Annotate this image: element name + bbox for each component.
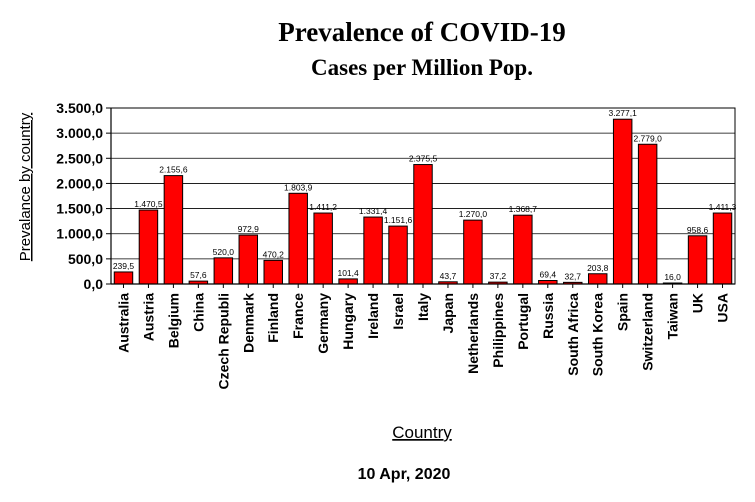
x-tick-label: USA xyxy=(715,293,731,323)
bar-value-label: 43,7 xyxy=(440,271,457,281)
bar-value-label: 57,6 xyxy=(190,270,207,280)
bar xyxy=(213,257,234,285)
x-tick-label: South Korea xyxy=(590,293,606,376)
x-tick-label: Hungary xyxy=(340,293,356,350)
x-tick-label: Ireland xyxy=(365,293,381,339)
bar-value-label: 1.470,5 xyxy=(134,199,163,209)
x-tick-label: Austria xyxy=(140,293,156,341)
bar xyxy=(288,192,308,285)
x-tick-label: Portugal xyxy=(515,293,531,350)
bar xyxy=(612,118,633,285)
x-tick-label: Italy xyxy=(415,293,431,321)
bar-value-label: 2.779,0 xyxy=(633,133,662,143)
chart-title: Prevalence of COVID-19 xyxy=(278,17,565,47)
bar-value-label: 972,9 xyxy=(238,224,260,234)
y-axis-ticks: 0,0 500,0 1.000,0 1.500,0 2.000,0 2.500,0 3.00… xyxy=(56,100,111,292)
x-tick-label: Finland xyxy=(265,293,281,343)
bar xyxy=(388,225,408,285)
x-tick-label: Philippines xyxy=(490,293,506,368)
bar xyxy=(363,216,383,285)
x-tick-label: Japan xyxy=(440,293,456,333)
bar-value-label: 101,4 xyxy=(337,268,359,278)
bar xyxy=(113,271,134,285)
bar xyxy=(263,259,283,285)
bar-value-label: 958,6 xyxy=(687,225,709,235)
bar xyxy=(463,219,483,285)
bar xyxy=(313,212,333,285)
y-tick-label: 1.000,0 xyxy=(56,226,103,242)
bar-value-label: 203,8 xyxy=(587,263,609,273)
bar-value-label: 32,7 xyxy=(564,271,581,281)
bar xyxy=(712,212,733,285)
bar-value-label: 2.155,6 xyxy=(159,165,188,175)
bar-value-label: 1.331,4 xyxy=(359,206,388,216)
x-tick-label: France xyxy=(290,293,306,339)
y-tick-label: 3.500,0 xyxy=(56,100,103,116)
x-tick-label: Denmark xyxy=(240,293,256,353)
y-tick-label: 0,0 xyxy=(84,276,104,292)
bar-value-label: 1.270,0 xyxy=(459,209,488,219)
x-tick-label: Germany xyxy=(315,293,331,354)
bar-value-label: 37,2 xyxy=(490,271,507,281)
bar xyxy=(637,143,658,285)
y-axis-label: Prevalance by country xyxy=(17,112,34,261)
x-tick-label: China xyxy=(190,293,206,332)
bar xyxy=(163,175,184,285)
bar-value-label: 16,0 xyxy=(664,272,681,282)
x-tick-label: Israel xyxy=(390,293,406,330)
bar-value-label: 2.375,5 xyxy=(409,154,438,164)
y-tick-label: 3.000,0 xyxy=(56,125,103,141)
x-axis-ticks: Australia Austria Belgium China Czech Republ… xyxy=(115,284,731,389)
bar-value-label: 69,4 xyxy=(540,270,557,280)
bar xyxy=(587,273,608,285)
bar-value-label: 1.411,2 xyxy=(309,202,337,212)
bar xyxy=(513,214,533,285)
bar-value-label: 1.368,7 xyxy=(509,204,538,214)
x-tick-label: Australia xyxy=(115,293,131,353)
y-tick-label: 2.500,0 xyxy=(56,150,103,166)
chart-subtitle: Cases per Million Pop. xyxy=(311,55,533,80)
x-tick-label: Czech Republi xyxy=(215,293,231,389)
bar-value-label: 1.151,6 xyxy=(384,215,413,225)
bar xyxy=(238,234,259,285)
bar-value-label: 520,0 xyxy=(213,247,235,257)
x-tick-label: Belgium xyxy=(165,293,181,348)
chart-date: 10 Apr, 2020 xyxy=(358,466,451,483)
x-tick-label: Netherlands xyxy=(465,293,481,374)
x-tick-label: South Africa xyxy=(565,293,581,376)
bars xyxy=(113,118,733,285)
bar-value-label: 239,5 xyxy=(113,261,135,271)
bar xyxy=(338,278,358,285)
x-tick-label: Taiwan xyxy=(665,293,681,339)
bar-value-label: 3.277,1 xyxy=(608,108,637,118)
x-tick-label: Russia xyxy=(540,293,556,339)
x-tick-label: UK xyxy=(690,293,706,313)
x-axis-label: Country xyxy=(392,423,452,442)
y-tick-label: 500,0 xyxy=(68,251,103,267)
bar xyxy=(138,209,159,285)
plot-frame xyxy=(110,107,736,285)
bar-value-label: 470,2 xyxy=(263,249,285,259)
bar xyxy=(687,235,708,285)
x-tick-label: Spain xyxy=(615,293,631,331)
bar-value-label: 1.411,3 xyxy=(709,202,737,212)
y-tick-label: 2.000,0 xyxy=(56,175,103,191)
x-tick-label: Switzerland xyxy=(640,293,656,371)
value-labels: 239,5 1.470,5 2.155,6 57,6 520,0 972,9 470,2 1.… xyxy=(113,108,737,282)
bar xyxy=(413,164,433,285)
y-tick-label: 1.500,0 xyxy=(56,201,103,217)
bar-value-label: 1.803,9 xyxy=(284,182,313,192)
